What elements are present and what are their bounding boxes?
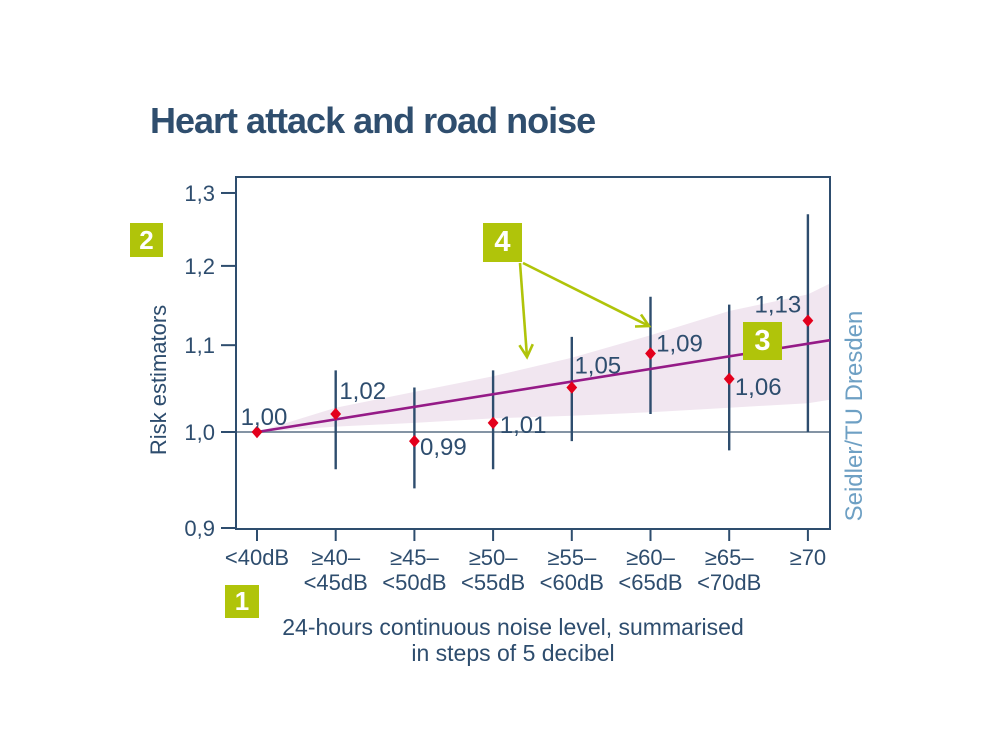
y-axis-title: Risk estimators — [146, 304, 171, 456]
data-point-label: 1,00 — [241, 404, 288, 431]
callout-arrowhead — [634, 313, 652, 328]
y-tick-label: 0,9 — [184, 516, 215, 541]
data-point — [251, 425, 263, 439]
callout-box-2: 2 — [130, 223, 163, 257]
x-tick-label: ≥65– — [705, 545, 755, 570]
data-point — [802, 314, 814, 327]
callout-arrow — [522, 261, 650, 328]
plot-frame — [235, 176, 831, 530]
confidence-band — [257, 283, 830, 432]
x-tick-label: ≥70 — [790, 545, 827, 570]
y-tick-label: 1,2 — [184, 254, 215, 279]
data-point-label: 1,02 — [339, 378, 386, 405]
data-point-label: 1,09 — [656, 330, 703, 357]
x-tick-label: ≥55– — [547, 545, 597, 570]
y-tick-label: 1,0 — [184, 420, 215, 445]
x-tick-label: ≥60– — [626, 545, 676, 570]
data-point-label: 1,06 — [735, 374, 782, 401]
x-tick-label: <70dB — [697, 570, 761, 595]
y-tick-label: 1,3 — [184, 181, 215, 206]
x-tick-label: ≥40– — [311, 545, 361, 570]
data-point-label: 1,01 — [500, 412, 547, 439]
x-tick-label: <65dB — [618, 570, 682, 595]
data-point — [409, 434, 420, 448]
callout-box-3: 3 — [743, 322, 782, 360]
x-tick-label: <45dB — [304, 570, 368, 595]
data-point-label: 1,05 — [574, 353, 621, 380]
x-tick-label: <40dB — [225, 545, 289, 570]
data-point — [645, 347, 656, 360]
page-title: Heart attack and road noise — [150, 100, 596, 141]
x-axis-caption: 24-hours continuous noise level, summari… — [282, 614, 744, 666]
x-axis-caption-line1: 24-hours continuous noise level, summari… — [282, 614, 744, 640]
x-axis-caption-line2: in steps of 5 decibel — [411, 640, 615, 666]
callout-box-1: 1 — [225, 585, 259, 618]
callout-arrowhead — [518, 343, 534, 360]
callout-arrow — [518, 262, 529, 358]
data-point — [566, 381, 578, 394]
callout-box-4: 4 — [483, 223, 522, 262]
callout-number: 3 — [754, 324, 771, 357]
data-point-label: 0,99 — [420, 434, 467, 461]
x-tick-label: ≥45– — [390, 545, 440, 570]
data-point — [487, 416, 499, 430]
data-point — [723, 372, 735, 386]
x-tick-label: <60dB — [540, 570, 604, 595]
trend-line — [256, 338, 831, 434]
x-tick-label: <50dB — [382, 570, 446, 595]
callout-number: 1 — [234, 586, 250, 616]
callout-number: 2 — [139, 224, 154, 255]
y-tick-label: 1,1 — [184, 333, 215, 358]
data-point-label: 1,13 — [755, 292, 802, 319]
callout-number: 4 — [494, 226, 511, 258]
data-point — [330, 407, 342, 421]
x-tick-label: ≥50– — [469, 545, 519, 570]
x-tick-label: <55dB — [461, 570, 525, 595]
credit-text: Seidler/TU Dresden — [841, 310, 868, 522]
